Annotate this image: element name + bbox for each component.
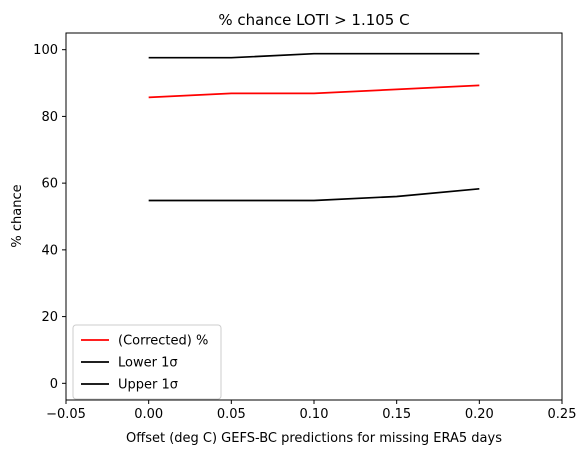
- legend-box: [72, 324, 222, 400]
- x-axis-label: Offset (deg C) GEFS-BC predictions for m…: [126, 431, 502, 446]
- plot-area: [148, 52, 480, 202]
- y-axis-label: % chance: [10, 184, 25, 247]
- y-tick-label: 100: [33, 43, 58, 58]
- legend-label-0: (Corrected) %: [118, 334, 208, 349]
- y-tick-label: 40: [41, 243, 58, 258]
- series-line-1: [148, 187, 480, 202]
- chart-title: % chance LOTI > 1.105 C: [218, 11, 409, 29]
- x-tick-label: 0.25: [548, 407, 577, 422]
- x-tick-label: 0.05: [217, 407, 246, 422]
- legend-label-2: Upper 1σ: [118, 378, 178, 393]
- y-tick-label: 0: [50, 377, 58, 392]
- y-tick-label: 60: [41, 177, 58, 192]
- y-tick-label: 20: [41, 310, 58, 325]
- x-axis: −0.05 0.00 0.05 0.10 0.15 0.20 0.25: [46, 400, 576, 422]
- x-tick-label: 0.20: [465, 407, 494, 422]
- x-tick-label: −0.05: [46, 407, 86, 422]
- x-tick-label: 0.15: [382, 407, 411, 422]
- y-tick-label: 80: [41, 110, 58, 125]
- series-line-0: [148, 84, 480, 99]
- y-axis: 0 20 40 60 80 100: [33, 43, 66, 392]
- x-tick-label: 0.00: [134, 407, 163, 422]
- x-tick-label: 0.10: [300, 407, 329, 422]
- legend-label-1: Lower 1σ: [118, 356, 178, 371]
- series-line-2: [148, 52, 480, 59]
- legend: (Corrected) % Lower 1σ Upper 1σ: [72, 324, 222, 400]
